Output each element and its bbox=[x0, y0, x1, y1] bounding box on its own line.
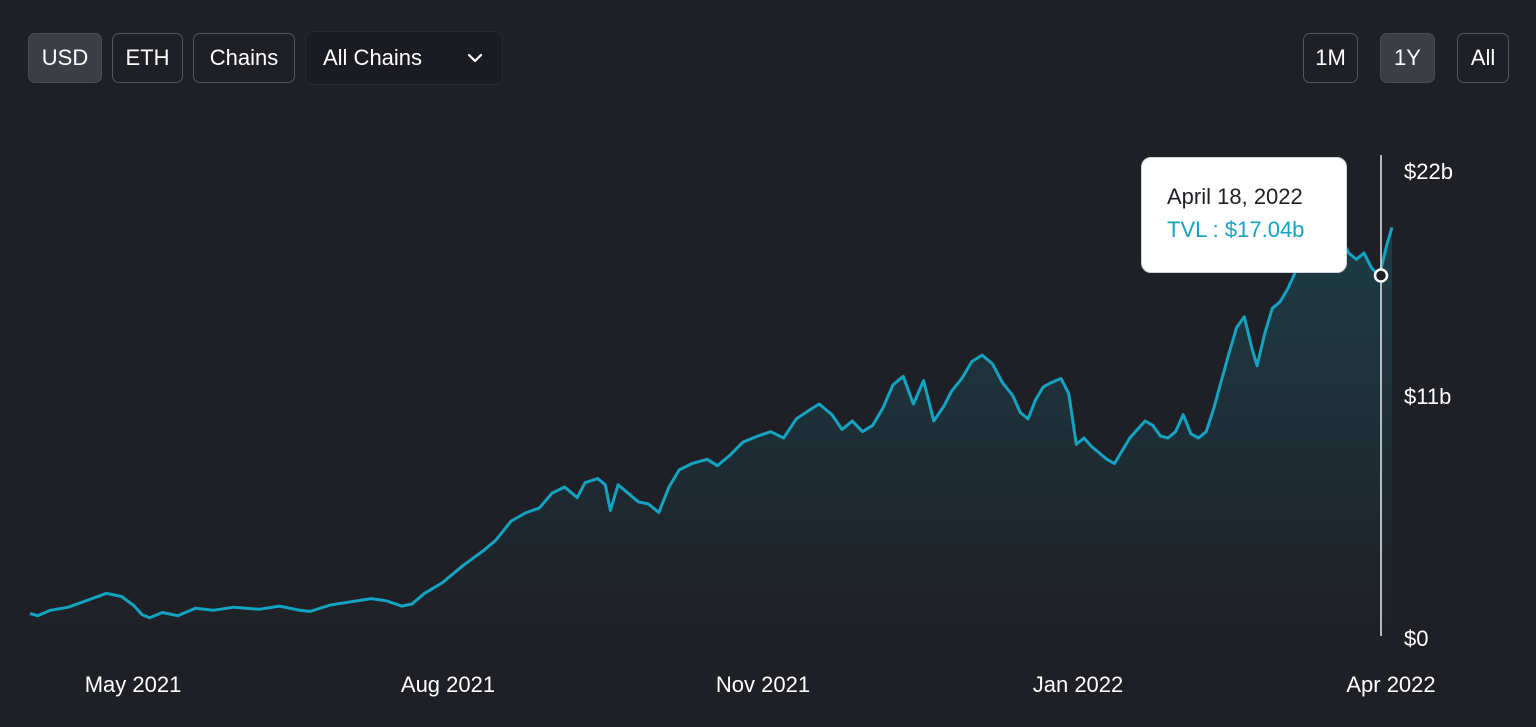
chains-button[interactable]: Chains bbox=[193, 33, 295, 83]
chain-select-value: All Chains bbox=[323, 45, 423, 70]
tooltip-value: TVL : $17.04b bbox=[1167, 217, 1346, 243]
chart-tooltip: April 18, 2022 TVL : $17.04b bbox=[1141, 157, 1347, 273]
usd-button[interactable]: USD bbox=[28, 33, 102, 83]
eth-button[interactable]: ETH bbox=[112, 33, 183, 83]
x-tick-label: Jan 2022 bbox=[1033, 672, 1124, 697]
x-tick-label: Nov 2021 bbox=[716, 672, 810, 697]
chevron-down-icon bbox=[467, 53, 483, 63]
range-1y-button[interactable]: 1Y bbox=[1380, 33, 1435, 83]
toolbar-left: USD ETH Chains All Chains bbox=[28, 31, 503, 85]
tvl-area bbox=[30, 223, 1392, 638]
x-tick-label: Aug 2021 bbox=[401, 672, 495, 697]
range-1m-button[interactable]: 1M bbox=[1303, 33, 1358, 83]
chain-select[interactable]: All Chains bbox=[305, 31, 503, 85]
x-tick-label: Apr 2022 bbox=[1346, 672, 1435, 697]
tooltip-value-label: TVL bbox=[1167, 217, 1207, 242]
x-tick-label: May 2021 bbox=[85, 672, 182, 697]
x-axis: May 2021 Aug 2021 Nov 2021 Jan 2022 Apr 2022 bbox=[85, 672, 1436, 697]
plot-area bbox=[29, 155, 1394, 638]
tooltip-value-separator: : bbox=[1212, 217, 1225, 242]
y-tick-label: $22b bbox=[1404, 159, 1453, 184]
y-tick-label: $0 bbox=[1404, 626, 1428, 651]
tooltip-date: April 18, 2022 bbox=[1167, 184, 1303, 209]
tvl-line bbox=[29, 221, 1394, 620]
tooltip-value-amount: $17.04b bbox=[1224, 217, 1305, 242]
y-axis: $0 $11b $22b bbox=[1404, 159, 1453, 651]
range-all-button[interactable]: All bbox=[1457, 33, 1509, 83]
hover-point bbox=[1373, 268, 1389, 283]
y-tick-label: $11b bbox=[1404, 384, 1451, 409]
range-selector: 1M 1Y All bbox=[1303, 33, 1509, 83]
